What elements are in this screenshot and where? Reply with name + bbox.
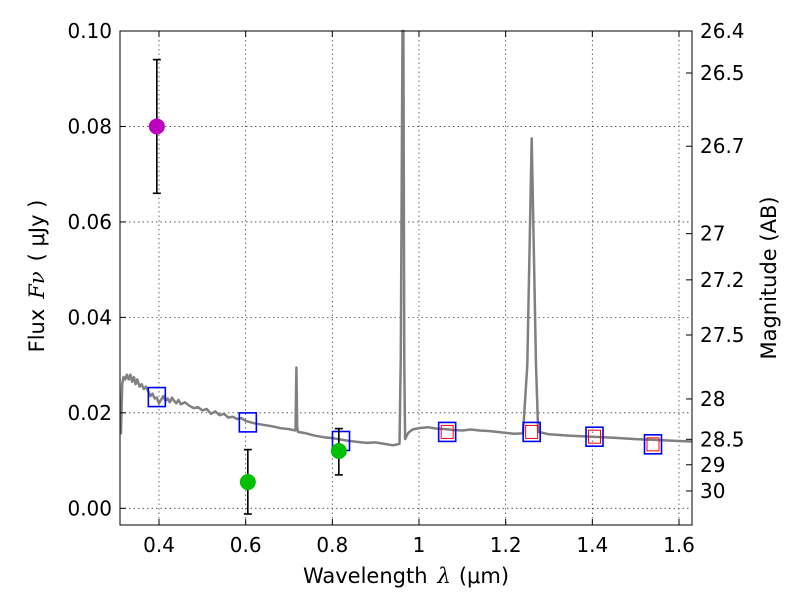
x-tick-label: 0.4 bbox=[143, 533, 175, 557]
x-tick-label: 1.4 bbox=[576, 533, 608, 557]
x-tick-label: 1.6 bbox=[663, 533, 695, 557]
y-tick-label: 0.04 bbox=[67, 305, 112, 329]
spectrum-layer bbox=[119, 29, 693, 447]
mag-tick-label: 28.5 bbox=[700, 427, 745, 451]
mag-tick-label: 26.4 bbox=[700, 19, 745, 43]
x-tick-label: 0.8 bbox=[316, 533, 348, 557]
mag-tick-label: 27.2 bbox=[700, 268, 745, 292]
plot-frame bbox=[119, 30, 693, 526]
mag-tick-label: 28 bbox=[700, 387, 725, 411]
x-tick-label: 0.6 bbox=[230, 533, 262, 557]
right-axis-label: Magnitude (AB) bbox=[757, 196, 781, 359]
y-tick-label: 0.06 bbox=[67, 210, 112, 234]
x-tick-label: 1 bbox=[413, 533, 426, 557]
y-axis-label: FluxFν( μJy ) bbox=[25, 200, 49, 353]
observed-point-u-band bbox=[148, 118, 165, 135]
model-photometry-square bbox=[522, 421, 541, 443]
model-spectrum-line bbox=[119, 29, 693, 447]
model-photometry-square bbox=[643, 434, 663, 455]
x-axis-label: Wavelength λ (μm) bbox=[303, 564, 509, 588]
mag-tick-label: 26.5 bbox=[700, 61, 745, 85]
model-photometry-square bbox=[147, 386, 167, 408]
marker-layer bbox=[147, 58, 663, 515]
model-photometry-square bbox=[238, 412, 258, 433]
nir-photometry-square bbox=[588, 429, 601, 444]
y-tick-label: 0.08 bbox=[67, 114, 112, 138]
nir-photometry-square bbox=[525, 424, 539, 439]
model-photometry-square bbox=[585, 426, 604, 448]
mag-tick-label: 26.7 bbox=[700, 134, 745, 158]
nir-photometry-square bbox=[440, 424, 454, 439]
observed-point-z-band bbox=[330, 443, 347, 460]
mag-tick-label: 29 bbox=[700, 453, 725, 477]
x-tick-label: 1.2 bbox=[490, 533, 522, 557]
observed-point-r-band bbox=[239, 474, 256, 491]
mag-tick-label: 30 bbox=[700, 479, 725, 503]
mag-tick-label: 27 bbox=[700, 222, 725, 246]
y-tick-label: 0.10 bbox=[67, 19, 112, 43]
y-tick-label: 0.02 bbox=[67, 401, 112, 425]
y-tick-label: 0.00 bbox=[67, 496, 112, 520]
tick-layer: 0.4 0.6 0.8 1 1.2 1.4 1.6 0.00 0.02 0.04 0.06 0.08 0… bbox=[67, 19, 744, 557]
mag-tick-label: 27.5 bbox=[700, 323, 745, 347]
nir-photometry-square bbox=[646, 437, 660, 452]
model-photometry-square bbox=[437, 421, 457, 443]
